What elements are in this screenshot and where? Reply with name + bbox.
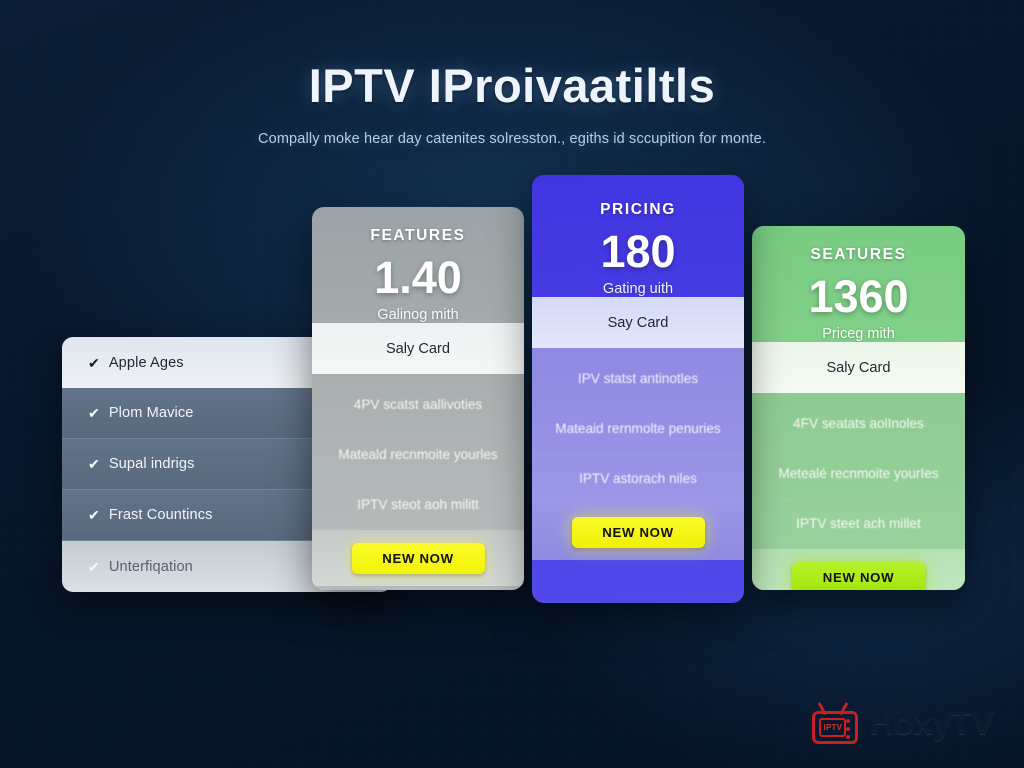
plan-card-header: PRICING 180 Gating uith — [532, 175, 744, 297]
plan-card-header: FEATURES 1.40 Galinog mith — [312, 207, 524, 323]
plan-cell: Mateaid rernmolte penuries — [555, 420, 721, 436]
plan-top-row: Saly Card — [752, 342, 965, 394]
plan-cta-area: NEW NOW — [532, 504, 744, 561]
new-now-button[interactable]: NEW NOW — [571, 516, 705, 548]
feature-label: Apple Ages — [108, 354, 184, 371]
new-now-button[interactable]: NEW NOW — [351, 542, 485, 574]
plan-amount: 180 — [600, 226, 676, 277]
tv-knobs-icon — [846, 719, 851, 743]
plan-cell-group: 4FV seatats aolInoles Metealé recnmoite … — [752, 393, 965, 550]
plan-card-pricing[interactable]: PRICING 180 Gating uith Say Card IPV sta… — [532, 175, 744, 603]
plan-cell: 4FV seatats aolInoles — [793, 415, 924, 431]
check-icon: ✔ — [88, 456, 100, 472]
plan-cell: Mateald recnmoite yourles — [338, 446, 498, 462]
plan-top-row: Say Card — [532, 297, 744, 349]
check-icon: ✔ — [88, 558, 100, 575]
plan-cell-group: 4PV scatst aallivoties Mateald recnmoite… — [312, 374, 524, 531]
plan-amount: 1360 — [808, 271, 909, 322]
plan-card-seatures[interactable]: SEATURES 1360 Priceg mith Saly Card 4FV … — [752, 226, 965, 590]
plan-cell: Metealé recnmoite yourIes — [778, 465, 939, 481]
plan-note: Galinog mith — [377, 307, 459, 324]
page-title: IPTV IProivaatiltls — [308, 59, 716, 112]
plan-card-features[interactable]: FEATURES 1.40 Galinog mith Saly Card 4PV… — [312, 207, 524, 590]
check-icon: ✔ — [88, 354, 100, 371]
plan-cell: IPTV astorach niles — [532, 454, 744, 504]
logo-wordmark: HoxyTV — [869, 704, 994, 741]
plan-top-row: Saly Card — [312, 323, 524, 375]
plan-cell-group: IPV statst antinotles Mateaid rernmolte … — [532, 348, 744, 505]
plan-amount: 1.40 — [374, 252, 462, 303]
feature-label: Plom Mavice — [108, 405, 194, 421]
check-icon: ✔ — [88, 507, 100, 523]
plan-note: Priceg mith — [822, 326, 895, 343]
plan-note: Gating uith — [602, 281, 674, 298]
page-header: IPTV IProivaatiltls Compally moke hear d… — [0, 58, 1024, 147]
plan-cell: 4PV scatst aallivoties — [353, 396, 483, 412]
feature-label: Supal indrigs — [108, 456, 195, 472]
tv-screen-label: IPTV — [819, 718, 847, 737]
feature-label: Frast Countincs — [108, 507, 213, 523]
plan-cta-area: NEW NOW — [312, 530, 524, 587]
tv-body-icon: IPTV — [812, 711, 859, 744]
plan-cell: IPTV steet ach millet — [752, 499, 965, 549]
plan-cell: IPTV steot aoh militt — [312, 480, 524, 530]
plan-cta-area: NEW NOW — [752, 549, 965, 590]
plan-card-header: SEATURES 1360 Priceg mith — [752, 226, 965, 342]
brand-logo[interactable]: IPTV HoxyTV — [812, 701, 994, 744]
retro-tv-icon: IPTV — [812, 701, 859, 744]
new-now-button[interactable]: NEW NOW — [792, 561, 925, 590]
check-icon: ✔ — [88, 405, 100, 421]
plan-kicker: SEATURES — [810, 246, 907, 263]
page-subtitle: Compally moke hear day catenites solress… — [257, 131, 766, 147]
plan-cell: IPV statst antinotles — [577, 370, 699, 386]
feature-label: Unterfiqation — [108, 558, 193, 575]
plan-kicker: PRICING — [600, 201, 676, 218]
plan-kicker: FEATURES — [370, 227, 466, 244]
